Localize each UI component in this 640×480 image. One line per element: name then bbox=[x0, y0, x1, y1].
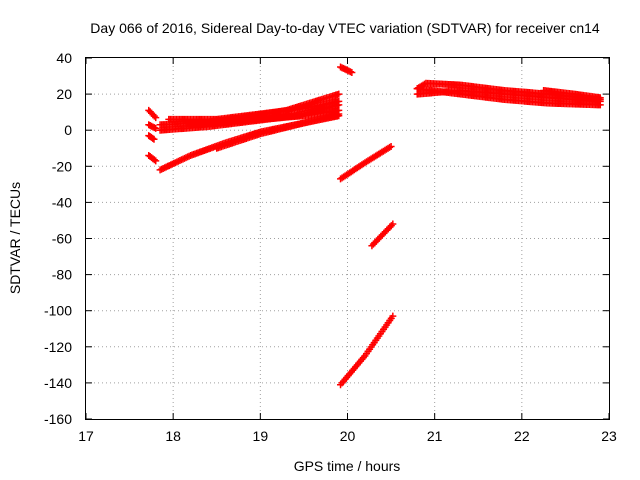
data-point bbox=[152, 157, 160, 165]
data-point bbox=[387, 142, 395, 150]
data-point bbox=[389, 220, 397, 228]
data-point bbox=[149, 134, 157, 142]
data-point bbox=[150, 135, 158, 143]
data-point bbox=[152, 124, 160, 132]
y-tick-label: -60 bbox=[52, 231, 72, 247]
x-tick-label: 17 bbox=[78, 428, 94, 444]
y-tick-label: -140 bbox=[44, 375, 72, 391]
data-point bbox=[150, 112, 158, 120]
data-point bbox=[596, 101, 604, 109]
chart-title: Day 066 of 2016, Sidereal Day-to-day VTE… bbox=[90, 20, 600, 36]
data-point bbox=[150, 156, 158, 164]
x-tick-label: 22 bbox=[514, 428, 530, 444]
data-point bbox=[335, 90, 343, 98]
x-tick-label: 21 bbox=[427, 428, 443, 444]
data-point bbox=[335, 112, 343, 120]
x-axis-title: GPS time / hours bbox=[294, 458, 401, 474]
y-tick-label: 0 bbox=[64, 122, 72, 138]
x-tick-label: 20 bbox=[340, 428, 356, 444]
data-point bbox=[389, 312, 397, 320]
y-tick-label: -100 bbox=[44, 303, 72, 319]
y-tick-label: -80 bbox=[52, 267, 72, 283]
data-point bbox=[596, 94, 604, 102]
data-point bbox=[348, 68, 356, 76]
grid bbox=[86, 58, 609, 419]
data-point bbox=[335, 97, 343, 105]
y-axis-title: SDTVAR / TECUs bbox=[7, 182, 23, 294]
y-tick-label: -160 bbox=[44, 411, 72, 427]
x-tick-label: 18 bbox=[165, 428, 181, 444]
data-point bbox=[386, 143, 394, 151]
y-tick-label: 20 bbox=[56, 86, 72, 102]
data-point bbox=[152, 114, 160, 122]
y-tick-label: 40 bbox=[56, 50, 72, 66]
x-tick-label: 23 bbox=[601, 428, 617, 444]
y-tick-label: -20 bbox=[52, 158, 72, 174]
y-tick-label: -40 bbox=[52, 194, 72, 210]
y-tick-label: -120 bbox=[44, 339, 72, 355]
data-points bbox=[145, 63, 604, 389]
plot-frame bbox=[85, 57, 610, 420]
data-point bbox=[387, 222, 395, 230]
ticks: 17 18 19 20 21 22 23 -160 -140 -120 -100 -80 -60 -40 -… bbox=[44, 50, 617, 444]
x-tick-label: 19 bbox=[253, 428, 269, 444]
